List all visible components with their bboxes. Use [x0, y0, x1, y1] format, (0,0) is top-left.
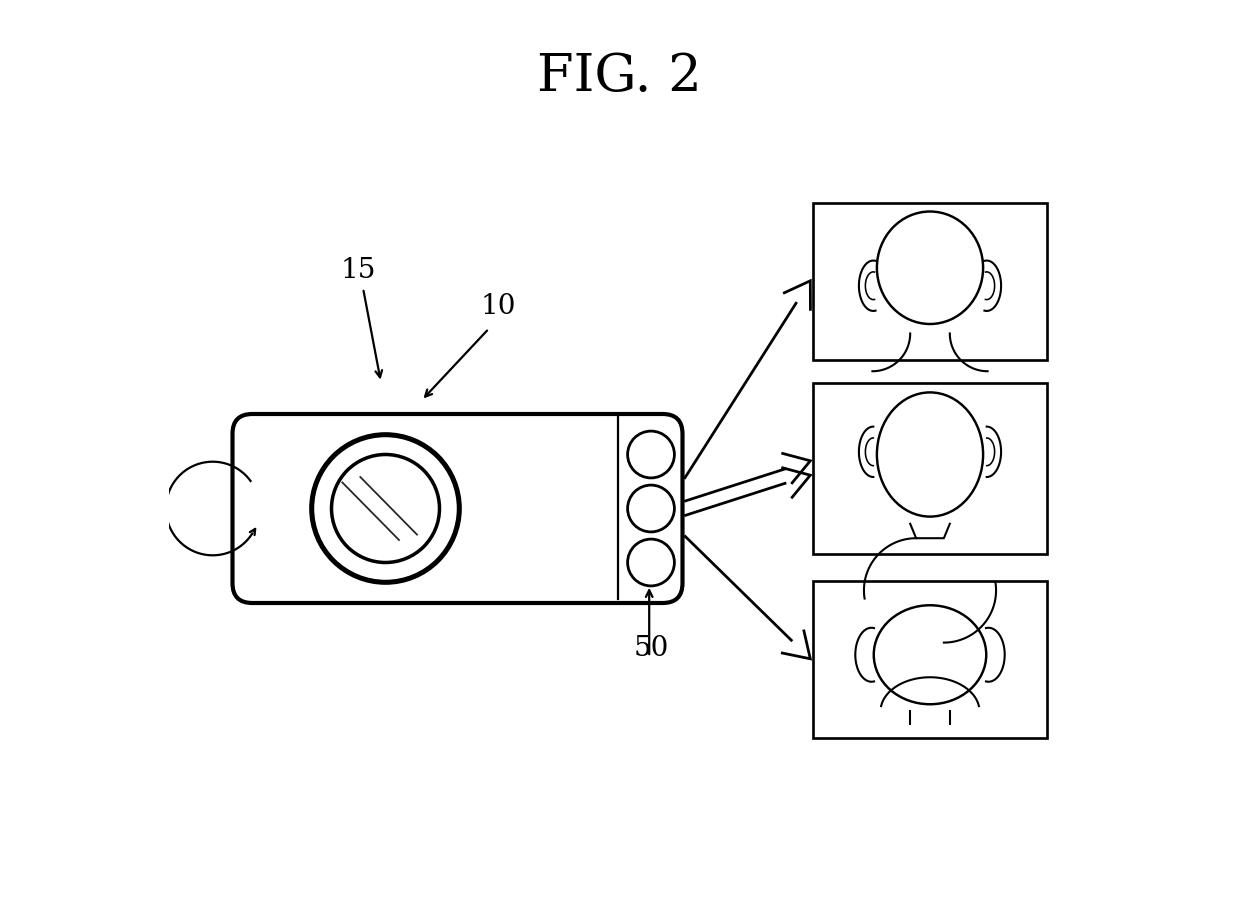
Ellipse shape: [877, 212, 983, 324]
FancyBboxPatch shape: [233, 414, 683, 603]
Circle shape: [628, 485, 674, 532]
Circle shape: [312, 435, 460, 582]
Bar: [813, 580, 1047, 738]
Circle shape: [628, 539, 674, 586]
Text: 10: 10: [481, 292, 515, 320]
Text: 15: 15: [341, 256, 377, 284]
Ellipse shape: [873, 605, 986, 704]
Bar: [813, 202, 1047, 360]
Text: FIG. 2: FIG. 2: [538, 51, 701, 102]
Circle shape: [628, 431, 674, 478]
Ellipse shape: [877, 392, 983, 517]
Circle shape: [332, 454, 440, 562]
Bar: [813, 382, 1047, 554]
Text: 50: 50: [633, 634, 669, 662]
